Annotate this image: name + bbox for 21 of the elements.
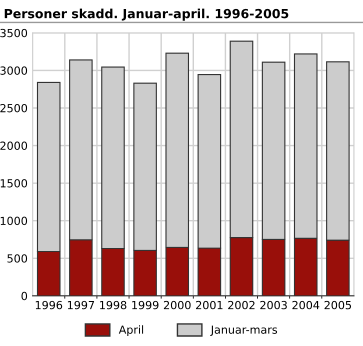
- x-tick-label: 1996: [36, 300, 62, 310]
- x-tick-label: 2002: [228, 300, 255, 310]
- y-tick-label: 2000: [0, 142, 28, 150]
- x-tick-label: 2004: [292, 300, 320, 310]
- y-tick-label: 2500: [0, 104, 28, 112]
- chart-title: Personer skadd. Januar-april. 1996-2005: [4, 8, 288, 21]
- x-tick-label: 2003: [260, 300, 287, 310]
- x-tick-label: 2005: [324, 300, 352, 310]
- y-tick-label: 3500: [0, 28, 28, 38]
- y-tick-label: 1500: [0, 179, 28, 188]
- x-tick-label: 1999: [132, 300, 158, 310]
- x-tick-label: 1997: [68, 300, 94, 310]
- x-tick-label: 2000: [164, 300, 191, 310]
- legend-label: April: [118, 325, 144, 336]
- x-tick-label: 2001: [196, 300, 222, 310]
- y-tick-label: 0: [21, 292, 28, 300]
- x-tick-label: 1998: [100, 300, 126, 310]
- legend-label: Januar-mars: [210, 326, 278, 336]
- y-tick-label: 1000: [0, 216, 28, 226]
- y-tick-label: 3000: [0, 66, 28, 75]
- y-tick-label: 500: [7, 254, 28, 263]
